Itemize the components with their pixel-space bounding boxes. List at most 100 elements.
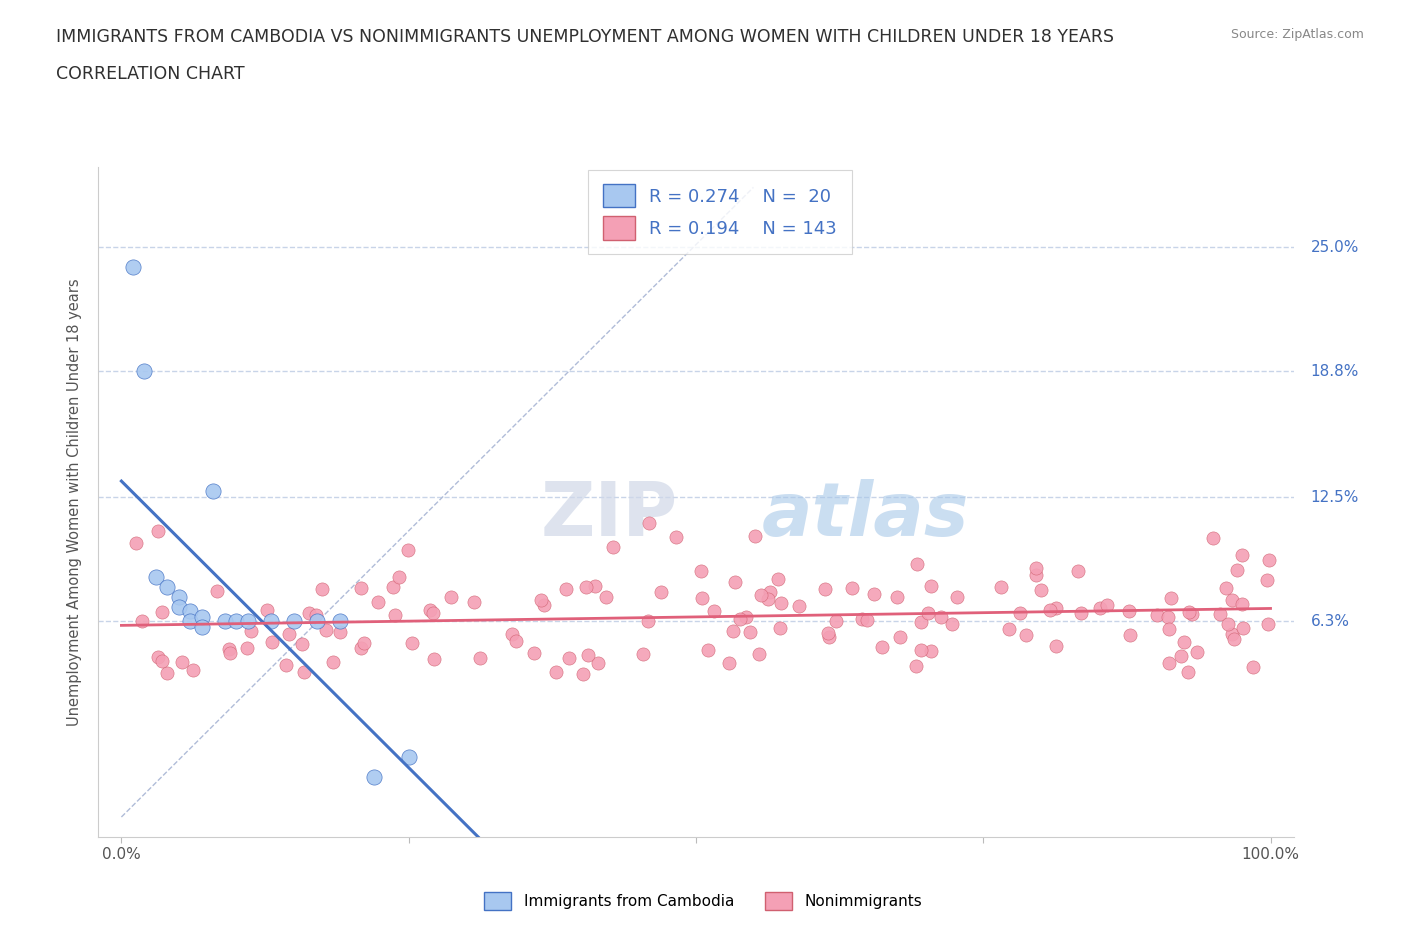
Point (920, 644, 942, 658)
Point (572, 666, 595, 681)
Point (530, 592, 553, 607)
Point (1070, 605, 1092, 620)
Point (1118, 628, 1140, 643)
Point (170, 654, 193, 669)
Point (422, 606, 444, 621)
Point (167, 600, 190, 615)
Point (125, 536, 148, 551)
Point (818, 630, 841, 644)
Point (277, 627, 299, 642)
Point (557, 651, 579, 666)
Point (179, 614, 201, 629)
Point (718, 656, 741, 671)
Point (179, 604, 201, 618)
Point (1178, 604, 1201, 619)
Text: 25.0%: 25.0% (1310, 240, 1360, 255)
Point (152, 604, 174, 619)
Point (1066, 564, 1088, 578)
Point (283, 614, 305, 629)
Point (748, 647, 770, 662)
Point (787, 598, 810, 613)
Point (363, 770, 385, 785)
Point (146, 650, 169, 665)
Point (236, 641, 259, 656)
Point (501, 627, 523, 642)
Point (583, 578, 606, 593)
Point (841, 580, 863, 595)
Point (1243, 659, 1265, 674)
Point (602, 539, 624, 554)
Point (181, 662, 204, 677)
Point (690, 591, 713, 605)
Point (1220, 627, 1243, 642)
Point (1157, 621, 1180, 636)
Point (131, 614, 153, 629)
Point (382, 579, 405, 594)
Point (1015, 628, 1038, 643)
Point (555, 581, 578, 596)
Point (1222, 592, 1244, 607)
Point (1226, 563, 1249, 578)
Point (1025, 568, 1047, 583)
Point (1010, 605, 1032, 620)
Text: 6.3%: 6.3% (1310, 614, 1350, 629)
Point (910, 643, 932, 658)
Point (703, 604, 725, 618)
Point (851, 611, 873, 626)
Point (744, 529, 766, 544)
Point (1177, 665, 1199, 680)
Point (588, 656, 610, 671)
Point (156, 579, 179, 594)
Point (1170, 648, 1192, 663)
Point (353, 636, 375, 651)
Point (1045, 601, 1067, 616)
Point (1160, 591, 1182, 605)
Point (463, 594, 485, 609)
Point (1025, 561, 1047, 576)
Point (920, 579, 942, 594)
Point (1230, 596, 1253, 611)
Point (134, 364, 156, 379)
Point (889, 630, 911, 644)
Point (329, 614, 352, 629)
Point (650, 585, 672, 600)
Point (941, 617, 963, 631)
Point (576, 647, 599, 662)
Point (350, 580, 373, 595)
Point (236, 614, 259, 629)
Legend: Immigrants from Cambodia, Nonimmigrants: Immigrants from Cambodia, Nonimmigrants (477, 884, 929, 918)
Point (905, 557, 928, 572)
Point (769, 620, 792, 635)
Point (575, 579, 598, 594)
Point (1157, 609, 1180, 624)
Point (167, 590, 190, 604)
Point (329, 625, 352, 640)
Point (225, 614, 247, 629)
Point (350, 641, 373, 656)
Point (814, 581, 837, 596)
Point (239, 624, 262, 639)
Point (202, 484, 225, 498)
Point (1209, 606, 1232, 621)
Point (305, 608, 328, 623)
Point (1157, 656, 1180, 671)
Point (690, 564, 713, 578)
Point (595, 590, 617, 604)
Point (523, 645, 546, 660)
Point (505, 634, 527, 649)
Point (191, 619, 214, 634)
Point (817, 626, 839, 641)
Point (946, 590, 969, 604)
Point (1215, 580, 1237, 595)
Point (440, 590, 463, 604)
Point (262, 635, 284, 650)
Point (872, 640, 894, 655)
Point (533, 597, 555, 612)
Point (156, 666, 179, 681)
Point (1232, 620, 1254, 635)
Point (1146, 608, 1168, 623)
Point (1257, 617, 1279, 631)
Point (1202, 530, 1225, 545)
Point (145, 570, 167, 585)
Point (191, 610, 214, 625)
